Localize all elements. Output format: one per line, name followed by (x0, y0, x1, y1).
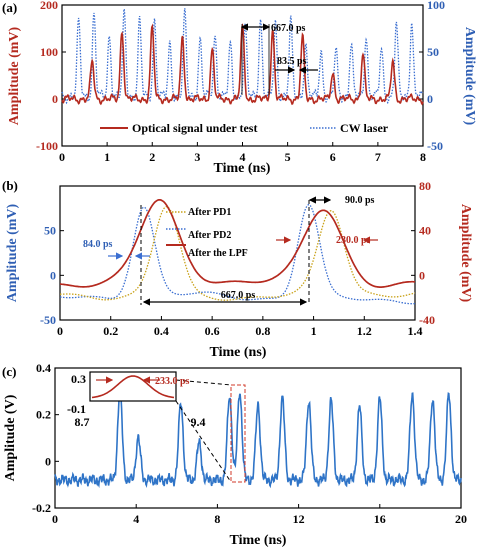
legend-lpf-label: After the LPF (188, 248, 248, 259)
panel-b-230-label: 230.0 ps (336, 235, 371, 246)
panel-b-90-label: 90.0 ps (345, 195, 375, 206)
x-tick-label: 0.4 (154, 324, 169, 338)
y-right-tick-label: 80 (419, 179, 431, 193)
panel-c-x-label: Time (ns) (230, 533, 287, 548)
panel-b-y-left-label: Amplitude (mV) (5, 203, 20, 302)
y-right-tick-label: -50 (427, 139, 443, 153)
x-tick-label: 3 (194, 150, 200, 164)
panel-b-x-label: Time (ns) (210, 345, 267, 360)
series-cw-laser (62, 8, 423, 103)
x-tick-label: 12 (293, 512, 305, 526)
y-tick-label: 0 (45, 454, 51, 468)
y-right-tick-label: 50 (427, 45, 439, 59)
inset-ytick-top: 0.3 (71, 372, 86, 386)
panel-b-label: (b) (2, 178, 18, 193)
panel-c-inset: 233.0 ps 0.3 -0.1 8.7 9.4 (67, 372, 206, 429)
x-tick-label: 4 (133, 512, 139, 526)
x-tick-label: 0.8 (255, 324, 270, 338)
y-tick-label: 100 (40, 45, 58, 59)
x-tick-label: 0 (59, 150, 65, 164)
x-tick-label: 6 (330, 150, 336, 164)
panel-a-series (62, 8, 423, 104)
panel-a-x-label: Time (ns) (214, 161, 271, 176)
inset-ytick-bottom: -0.1 (67, 402, 86, 416)
y-tick-label: -50 (40, 313, 56, 327)
panel-c-x-ticks: 0 4 8 12 16 20 (52, 504, 467, 526)
y-tick-label: 0.4 (36, 361, 51, 375)
series-signal-c (55, 387, 461, 487)
y-tick-label: -0.2 (32, 501, 51, 515)
x-tick-label: 0 (57, 324, 63, 338)
panel-c-series (55, 387, 461, 487)
y-right-tick-label: 100 (427, 0, 445, 12)
y-tick-label: 0 (50, 268, 56, 282)
legend-pd2-label: After PD2 (188, 230, 231, 241)
panel-c-label: (c) (2, 364, 16, 379)
panel-a-667-label: 667.0 ps (271, 23, 306, 34)
legend-signal-label: Optical signal under test (132, 121, 257, 135)
y-tick-label: 50 (44, 224, 56, 238)
panel-a-y-right-label: Amplitude (mV) (462, 27, 477, 126)
legend-pd1-label: After PD1 (188, 207, 231, 218)
panel-c: (c) 0 4 8 12 16 20 -0.200.20.4 233.0 ps 0.3 -… (2, 361, 467, 548)
inset-xtick-left: 8.7 (75, 415, 90, 429)
panel-b-84-label: 84.0 ps (83, 239, 113, 250)
panel-b-667-label: 667.0 ps (221, 290, 256, 301)
inset-annotation: 233.0 ps (155, 376, 190, 387)
x-tick-label: 1 (311, 324, 317, 338)
y-right-tick-label: 40 (419, 224, 431, 238)
panel-b-y-right-label: Amplitude (mV) (458, 204, 473, 303)
legend-cw-label: CW laser (340, 121, 389, 135)
panel-a-835-label: 83.5 ps (277, 56, 307, 67)
y-tick-label: -100 (36, 139, 58, 153)
y-right-tick-label: -40 (419, 313, 435, 327)
x-tick-label: 7 (375, 150, 381, 164)
y-right-tick-label: 0 (427, 92, 433, 106)
x-tick-label: 8 (420, 150, 426, 164)
y-tick-label: 200 (40, 0, 58, 12)
x-tick-label: 20 (455, 512, 467, 526)
panel-a-legend: Optical signal under test CW laser (100, 121, 389, 135)
x-tick-label: 0.2 (103, 324, 118, 338)
y-tick-label: 0 (52, 92, 58, 106)
x-tick-label: 0 (52, 512, 58, 526)
x-tick-label: 1.2 (357, 324, 372, 338)
series-signal (62, 26, 423, 104)
inset-xtick-right: 9.4 (191, 415, 206, 429)
panel-b-x-ticks: 0 0.2 0.4 0.6 0.8 1 1.2 1.4 (57, 316, 423, 338)
y-right-tick-label: 0 (419, 268, 425, 282)
panel-a-y-left-label: Amplitude (mV) (7, 26, 22, 125)
x-tick-label: 2 (149, 150, 155, 164)
panel-c-y-label: Amplitude (V) (3, 394, 18, 481)
x-tick-label: 0.6 (205, 324, 220, 338)
x-tick-label: 16 (374, 512, 386, 526)
x-tick-label: 1 (104, 150, 110, 164)
x-tick-label: 8 (214, 512, 220, 526)
panel-a-label: (a) (2, 0, 17, 15)
y-tick-label: 0.2 (36, 408, 51, 422)
x-tick-label: 5 (285, 150, 291, 164)
